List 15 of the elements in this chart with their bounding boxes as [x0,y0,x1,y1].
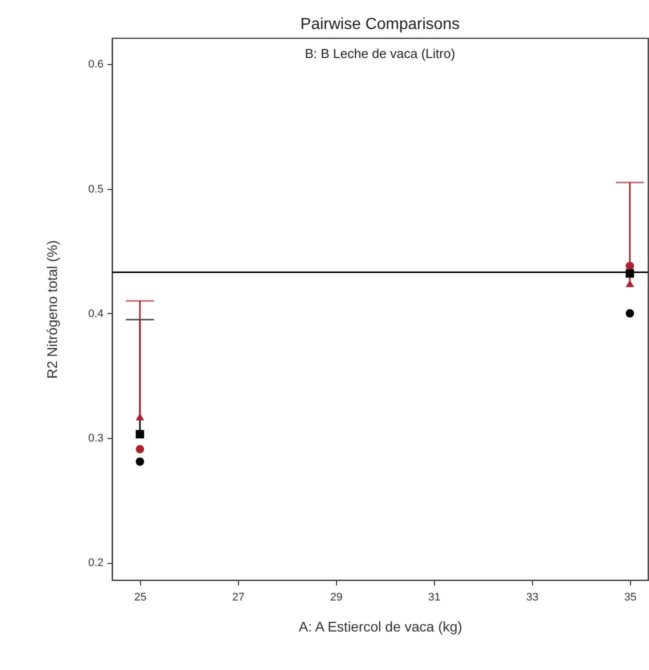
text: B: B Leche de vaca (Litro) [304,46,456,61]
y-tick-label: 0.6 [88,58,104,71]
y-tick-label: 0.4 [88,308,104,320]
x-tick-label: 35 [624,592,636,604]
x-tick-label: 31 [428,592,441,604]
y-tick-label: 0.2 [88,557,104,570]
x-tick-label: 29 [330,592,343,604]
y-tick-label: 0.3 [88,432,104,444]
y-tick-label: 0.5 [88,183,104,196]
x-axis-title: A: A Estiercol de vaca (kg) [298,618,462,634]
x-tick-label: 25 [134,592,147,604]
x-tick-label: 27 [232,592,245,604]
y-axis-title: R2 Nitrógeno total (%) [44,240,60,379]
chart-title: Pairwise Comparisons [300,16,460,33]
x-tick-label: 33 [526,592,539,604]
